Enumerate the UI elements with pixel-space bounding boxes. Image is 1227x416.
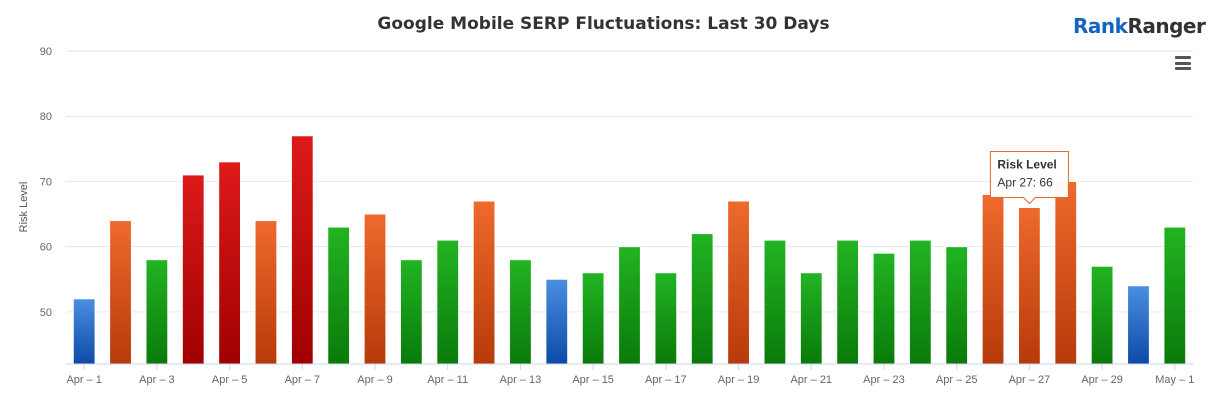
- y-axis-label: Risk Level: [18, 182, 30, 233]
- bar-apr3[interactable]: [145, 259, 169, 365]
- bar-apr23[interactable]: [872, 252, 896, 365]
- logo-rank-text: Rank: [1073, 14, 1128, 38]
- y-tick-label: 50: [40, 307, 52, 319]
- bar-apr22[interactable]: [836, 239, 860, 365]
- bar-apr15[interactable]: [581, 272, 605, 365]
- bar-apr21[interactable]: [799, 272, 823, 365]
- bar-apr8[interactable]: [327, 226, 351, 365]
- bar-apr11[interactable]: [436, 239, 460, 365]
- x-tick-label: Apr – 17: [645, 374, 687, 386]
- y-tick-label: 90: [40, 46, 52, 58]
- y-tick-label: 70: [40, 176, 52, 188]
- bar-apr1[interactable]: [72, 298, 96, 365]
- bar-apr4[interactable]: [181, 174, 205, 365]
- tooltip: Risk Level Apr 27: 66: [989, 151, 1069, 205]
- x-tick-label: Apr – 29: [1081, 374, 1123, 386]
- x-tick-label: Apr – 23: [863, 374, 905, 386]
- bar-apr24[interactable]: [908, 239, 932, 365]
- x-tick-label: Apr – 19: [718, 374, 760, 386]
- bar-apr29[interactable]: [1090, 265, 1114, 365]
- x-tick-label: Apr – 21: [790, 374, 832, 386]
- bar-apr18[interactable]: [690, 233, 714, 365]
- x-tick-label: Apr – 11: [427, 374, 468, 386]
- bar-apr13[interactable]: [509, 259, 532, 365]
- bar-apr28[interactable]: [1054, 180, 1078, 365]
- bar-apr10[interactable]: [399, 259, 423, 365]
- bar-apr26[interactable]: [981, 193, 1005, 365]
- bar-apr14[interactable]: [545, 278, 569, 365]
- x-tick-label: Apr – 3: [139, 374, 174, 386]
- x-tick-label: May – 1: [1155, 374, 1194, 386]
- x-tick-label: Apr – 5: [212, 374, 247, 386]
- bar-apr16[interactable]: [618, 246, 641, 365]
- bar-apr30[interactable]: [1127, 285, 1150, 365]
- rankranger-logo[interactable]: RankRanger: [1073, 14, 1206, 38]
- bar-apr12[interactable]: [472, 200, 496, 365]
- x-axis-ticks: Apr – 1 Apr – 3 Apr – 5 Apr – 7 Apr – 9 Apr –…: [66, 364, 1194, 386]
- x-tick-label: Apr – 7: [285, 374, 320, 386]
- bar-may1[interactable]: [1163, 226, 1187, 365]
- bar-apr7[interactable]: [290, 135, 314, 365]
- chart-title: Google Mobile SERP Fluctuations: Last 30…: [377, 14, 830, 34]
- bar-apr2[interactable]: [109, 220, 132, 365]
- bar-apr27[interactable]: [1017, 207, 1041, 365]
- y-tick-label: 60: [40, 242, 52, 254]
- x-tick-label: Apr – 25: [936, 374, 978, 386]
- x-tick-label: Apr – 15: [572, 374, 614, 386]
- hamburger-menu-icon[interactable]: [1175, 56, 1191, 73]
- bar-apr20[interactable]: [763, 239, 787, 365]
- y-axis-ticks: 50 60 70 80 90: [40, 46, 52, 319]
- bar-series: [72, 135, 1187, 365]
- tooltip-value: Apr 27: 66: [997, 176, 1053, 190]
- bar-apr9[interactable]: [363, 213, 387, 365]
- bar-apr6[interactable]: [254, 220, 278, 365]
- y-tick-label: 80: [40, 111, 52, 123]
- logo-ranger-text: Ranger: [1127, 14, 1206, 38]
- x-tick-label: Apr – 1: [66, 374, 101, 386]
- tooltip-box: [989, 151, 1069, 205]
- bar-apr19[interactable]: [727, 200, 750, 365]
- x-tick-label: Apr – 27: [1009, 374, 1051, 386]
- bar-apr5[interactable]: [218, 161, 242, 365]
- x-tick-label: Apr – 13: [500, 374, 542, 386]
- x-tick-label: Apr – 9: [357, 374, 392, 386]
- tooltip-series-name: Risk Level: [997, 158, 1056, 172]
- bar-apr17[interactable]: [654, 272, 678, 365]
- bar-apr25[interactable]: [945, 246, 969, 365]
